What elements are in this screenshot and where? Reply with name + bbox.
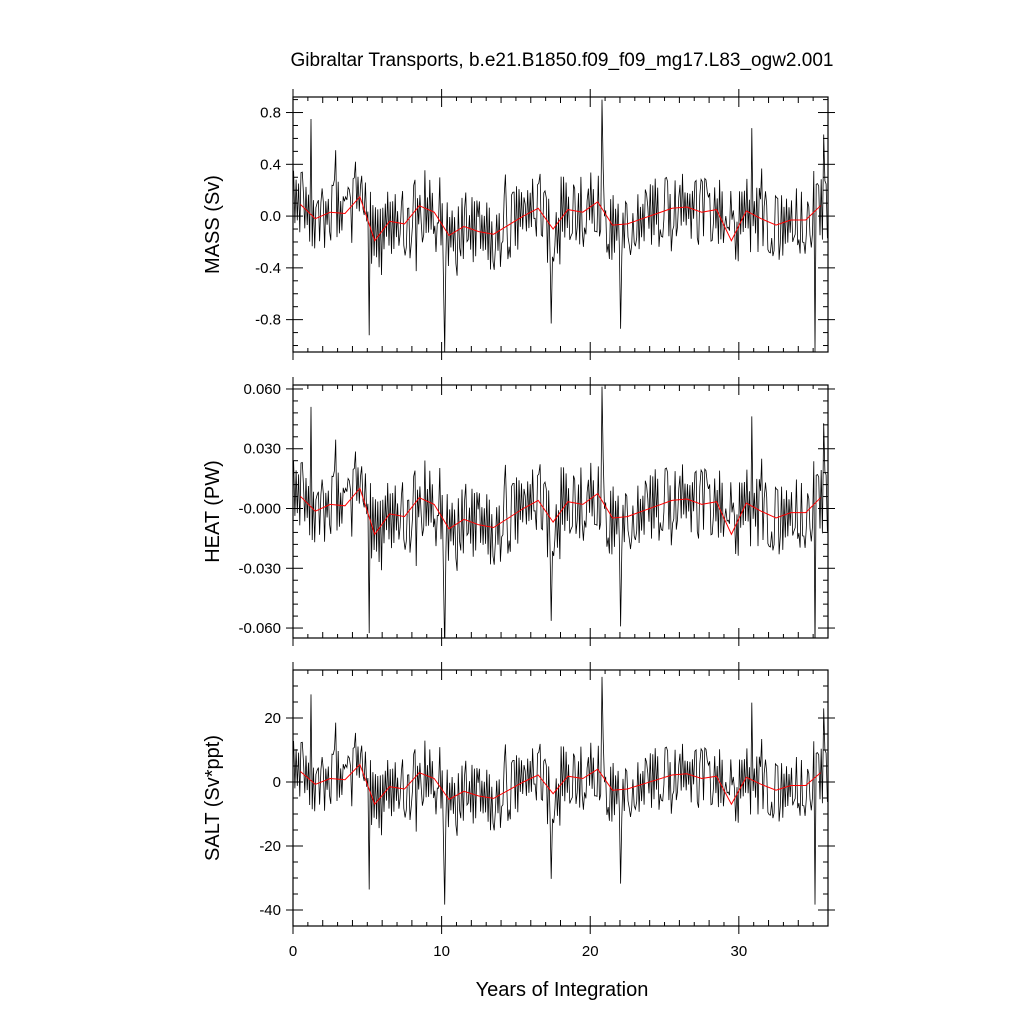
panel-salt: 20 0 -20 -40 SALT (Sv*ppt)	[202, 662, 835, 934]
y-axis-title: SALT (Sv*ppt)	[202, 735, 224, 861]
x-tick-label: 30	[730, 943, 747, 960]
y-tick-label: 0.060	[243, 381, 281, 398]
x-tick-label: 0	[289, 943, 297, 960]
y-tick-label: -0.000	[238, 501, 281, 518]
y-tick-label: -0.030	[238, 560, 281, 577]
monthly-series-line	[293, 676, 828, 905]
y-tick-label: 0.8	[260, 105, 281, 122]
panel-frame	[292, 384, 829, 639]
x-tick-label: 10	[433, 943, 450, 960]
y-tick-label: 20	[264, 710, 281, 727]
y-tick-label: -0.060	[238, 620, 281, 637]
y-axis-title: MASS (Sv)	[202, 175, 224, 274]
y-tick-label: -0.4	[255, 260, 281, 277]
panel-mass: 0.8 0.4 0.0 -0.4 -0.8 MASS (Sv)	[202, 89, 835, 360]
monthly-series-line	[293, 99, 828, 352]
annual-mean-line	[300, 763, 821, 806]
y-tick-label: -0.8	[255, 312, 281, 329]
panel-frame	[292, 96, 829, 353]
y-tick-label: 0	[273, 774, 281, 791]
y-tick-label: -40	[259, 902, 281, 919]
panels-group: 0.8 0.4 0.0 -0.4 -0.8 MASS (Sv) 0.060 0.030 -0.0…	[202, 89, 835, 960]
y-axis-title: HEAT (PW)	[202, 460, 224, 563]
annual-mean-line	[300, 487, 821, 536]
y-tick-label: -20	[259, 838, 281, 855]
y-tick-label: 0.030	[243, 441, 281, 458]
annual-mean-line	[300, 195, 821, 242]
y-tick-label: 0.0	[260, 208, 281, 225]
chart-title: Gibraltar Transports, b.e21.B1850.f09_f0…	[291, 50, 834, 71]
monthly-series-line	[293, 386, 828, 638]
y-tick-label: 0.4	[260, 156, 281, 173]
panel-frame	[292, 669, 829, 927]
x-tick-label: 20	[582, 943, 599, 960]
panel-heat: 0.060 0.030 -0.000 -0.030 -0.060 HEAT (PW)	[202, 377, 835, 646]
x-axis-title: Years of Integration	[476, 979, 649, 1001]
